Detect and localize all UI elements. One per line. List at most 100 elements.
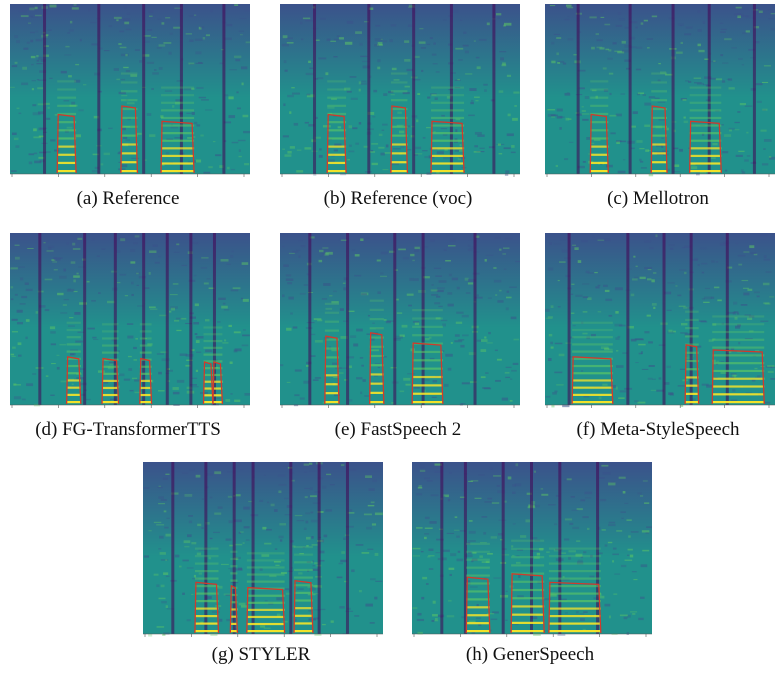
noise-speck	[730, 347, 735, 351]
noise-speck	[312, 568, 319, 571]
noise-speck	[92, 336, 97, 339]
noise-speck	[741, 171, 746, 174]
noise-speck	[745, 30, 750, 33]
harmonic-band	[161, 147, 195, 150]
noise-speck	[161, 163, 165, 166]
noise-speck	[679, 25, 683, 27]
noise-speck	[158, 597, 166, 600]
harmonic-band	[139, 323, 152, 326]
harmonic-band	[203, 326, 213, 329]
noise-speck	[567, 38, 574, 41]
noise-speck	[467, 541, 471, 545]
noise-speck	[103, 381, 109, 384]
noise-speck	[744, 105, 753, 107]
noise-speck	[600, 498, 607, 502]
noise-speck	[630, 611, 638, 613]
noise-speck	[174, 136, 182, 139]
noise-speck	[677, 385, 686, 387]
noise-speck	[376, 259, 381, 262]
noise-speck	[374, 512, 383, 516]
noise-speck	[296, 149, 302, 151]
noise-speck	[183, 87, 192, 91]
harmonic-band	[324, 365, 339, 368]
noise-speck	[469, 586, 478, 588]
noise-speck	[602, 383, 608, 386]
noise-speck	[289, 111, 292, 114]
harmonic-band	[139, 393, 152, 397]
noise-speck	[156, 353, 164, 355]
noise-speck	[229, 361, 233, 364]
noise-speck	[566, 6, 574, 9]
noise-speck	[553, 33, 560, 35]
noise-speck	[744, 314, 751, 316]
harmonic-band	[590, 121, 609, 124]
panel-d: (d) FG-TransformerTTS	[6, 233, 250, 453]
harmonic-band	[689, 94, 722, 97]
harmonic-band	[161, 154, 195, 158]
noise-speck	[614, 573, 621, 575]
noise-speck	[476, 66, 481, 70]
noise-speck	[367, 314, 371, 317]
spectrogram-svg-f	[545, 233, 775, 408]
spectrogram-background	[280, 4, 520, 174]
noise-speck	[184, 493, 193, 497]
noise-speck	[719, 22, 724, 24]
noise-speck	[313, 173, 317, 176]
noise-speck	[564, 92, 571, 96]
noise-speck	[224, 94, 229, 97]
noise-speck	[498, 90, 504, 93]
noise-speck	[131, 377, 138, 380]
noise-speck	[16, 321, 23, 325]
noise-speck	[636, 140, 643, 143]
harmonic-band	[294, 553, 313, 556]
noise-speck	[648, 365, 655, 367]
noise-speck	[159, 535, 164, 539]
noise-speck	[73, 279, 76, 283]
noise-speck	[351, 249, 356, 251]
noise-speck	[753, 253, 758, 256]
noise-speck	[309, 236, 315, 239]
noise-speck	[160, 351, 168, 354]
noise-speck	[176, 329, 182, 332]
noise-speck	[234, 399, 241, 403]
noise-speck	[627, 325, 634, 329]
noise-speck	[433, 42, 436, 45]
noise-speck	[556, 115, 563, 119]
noise-speck	[701, 133, 705, 136]
harmonic-band	[466, 622, 490, 625]
noise-speck	[742, 287, 749, 289]
harmonic-band	[212, 401, 223, 404]
noise-speck	[224, 37, 232, 41]
noise-speck	[505, 619, 508, 621]
noise-speck	[770, 378, 775, 380]
noise-speck	[91, 170, 99, 173]
noise-speck	[287, 282, 293, 285]
silence-gap	[212, 233, 216, 405]
noise-speck	[377, 291, 381, 294]
noise-speck	[559, 116, 565, 118]
noise-speck	[203, 171, 211, 174]
noise-speck	[490, 536, 498, 539]
harmonic-band	[120, 72, 138, 75]
noise-speck	[380, 38, 383, 40]
noise-speck	[31, 88, 35, 91]
noise-speck	[18, 354, 22, 357]
noise-speck	[744, 338, 753, 340]
noise-speck	[15, 145, 20, 148]
noise-speck	[210, 9, 213, 13]
noise-speck	[511, 369, 517, 372]
noise-speck	[632, 278, 638, 281]
noise-speck	[517, 595, 524, 599]
noise-speck	[628, 535, 631, 538]
noise-speck	[640, 167, 647, 169]
noise-speck	[478, 474, 485, 476]
noise-speck	[318, 57, 327, 60]
noise-speck	[624, 44, 632, 48]
noise-speck	[389, 250, 395, 253]
noise-speck	[497, 143, 501, 146]
noise-speck	[370, 501, 375, 504]
noise-speck	[555, 164, 559, 168]
noise-speck	[706, 384, 713, 388]
noise-speck	[711, 359, 716, 363]
noise-speck	[572, 526, 580, 530]
